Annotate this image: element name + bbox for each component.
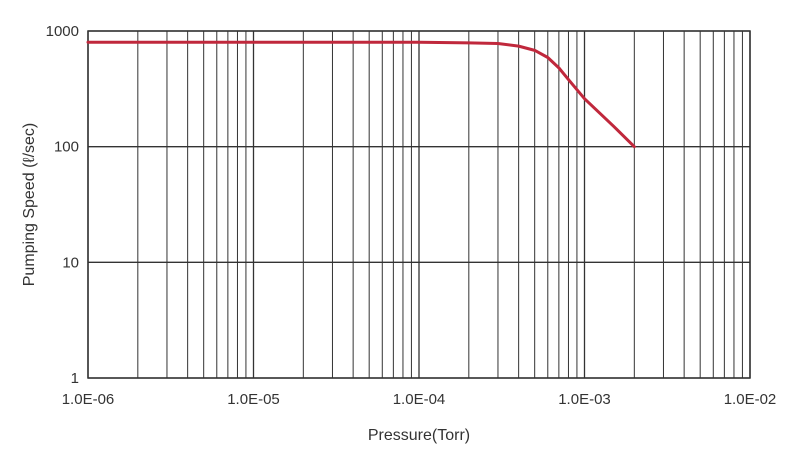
x-tick-label: 1.0E-05	[227, 391, 280, 408]
series-line-pumping-speed	[86, 40, 636, 149]
x-axis-title: Pressure(Torr)	[368, 427, 470, 444]
y-tick-label: 10	[62, 254, 79, 271]
x-tick-label: 1.0E-02	[724, 391, 777, 408]
series-layer	[86, 40, 636, 149]
x-tick-label: 1.0E-03	[558, 391, 611, 408]
y-tick-label: 100	[54, 139, 79, 156]
x-tick-label: 1.0E-06	[62, 391, 115, 408]
y-axis-title: Pumping Speed (ℓ/sec)	[21, 123, 38, 286]
grid-minor-lines	[137, 31, 743, 378]
y-tick-label: 1	[71, 370, 79, 387]
y-tick-label: 1000	[46, 23, 79, 40]
plot-frame	[87, 30, 751, 379]
x-tick-label: 1.0E-04	[393, 391, 446, 408]
y-tick-labels: 1 10 100 1000	[46, 23, 79, 387]
x-tick-labels: 1.0E-06 1.0E-05 1.0E-04 1.0E-03 1.0E-02	[62, 391, 777, 408]
